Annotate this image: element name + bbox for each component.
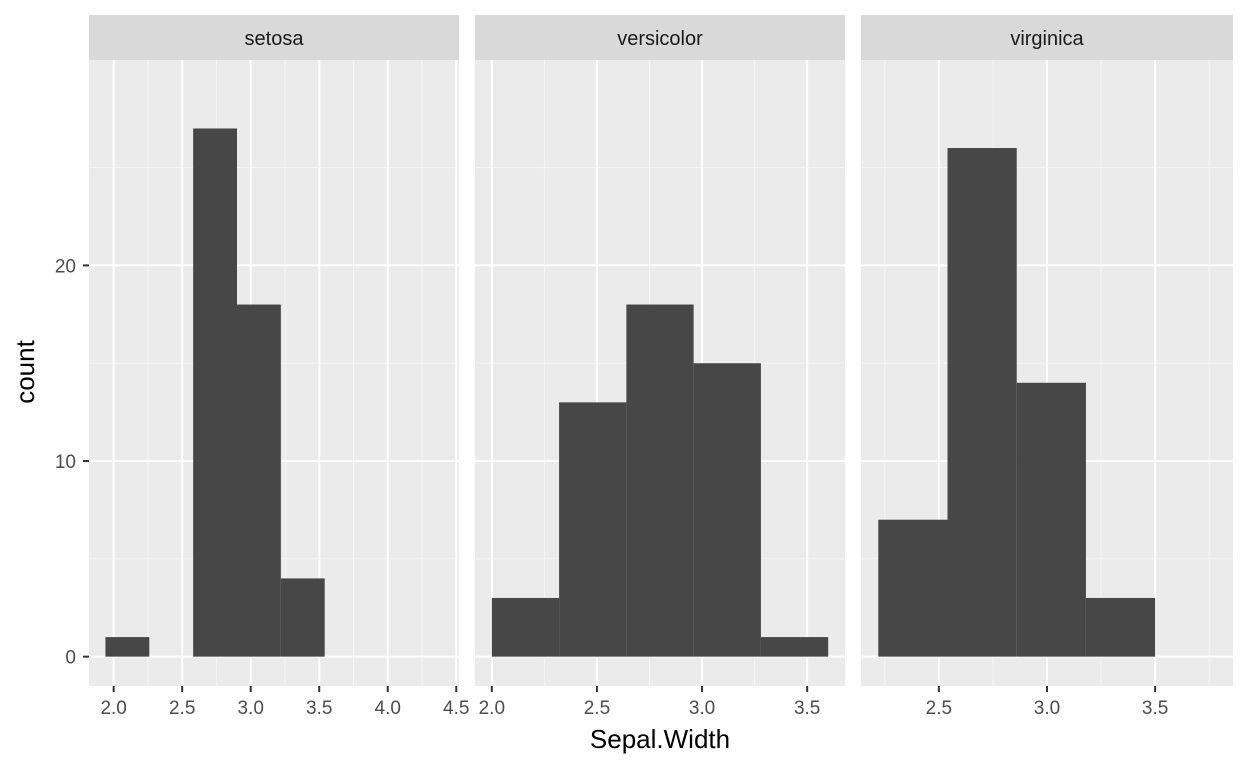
x-tick-label: 4.5 — [443, 698, 469, 719]
histogram-bar — [760, 637, 829, 657]
histogram-bar — [237, 304, 281, 657]
y-axis-title: count — [10, 339, 40, 403]
histogram-bar — [193, 128, 237, 657]
x-tick-label: 3.5 — [306, 698, 332, 719]
facet-strip-label: versicolor — [617, 28, 703, 50]
histogram-bar — [878, 519, 948, 657]
facet-strip-label: setosa — [245, 28, 305, 50]
x-tick-label: 3.5 — [1142, 698, 1168, 719]
facet-strip-label: virginica — [1010, 28, 1084, 50]
histogram-bar — [559, 402, 627, 657]
x-tick-label: 3.0 — [237, 698, 263, 719]
facet-strip — [475, 15, 845, 60]
histogram-bar — [626, 304, 694, 657]
x-tick-label: 2.5 — [584, 698, 610, 719]
panels-layer: setosa 2.0 2.5 3.0 3.5 4.0 4.5 versicolor 2.0 2.5… — [89, 15, 1233, 719]
x-tick-label: 3.0 — [689, 698, 715, 719]
y-tick-label: 20 — [55, 256, 76, 277]
x-tick-label: 2.0 — [479, 698, 505, 719]
histogram-bar — [491, 597, 560, 657]
histogram-bar — [280, 578, 325, 657]
histogram-bar — [693, 363, 761, 657]
y-tick-label: 10 — [55, 452, 76, 473]
x-axis-title: Sepal.Width — [590, 724, 730, 754]
facet-strip — [89, 15, 459, 60]
facet-strip — [861, 15, 1233, 60]
panel-setosa: setosa 2.0 2.5 3.0 3.5 4.0 4.5 — [89, 15, 469, 719]
panel-virginica: virginica 2.5 3.0 3.5 — [861, 15, 1233, 719]
y-tick-label: 0 — [65, 648, 76, 669]
histogram-bar — [947, 148, 1017, 657]
histogram-bar — [1016, 382, 1086, 657]
x-tick-label: 2.0 — [100, 698, 126, 719]
histogram-bar — [105, 637, 150, 657]
x-tick-label: 2.5 — [169, 698, 195, 719]
y-axis: 0 10 20 — [55, 256, 89, 669]
x-tick-label: 4.0 — [375, 698, 401, 719]
x-tick-label: 3.5 — [794, 698, 820, 719]
histogram-bar — [1085, 597, 1156, 657]
panel-versicolor: versicolor 2.0 2.5 3.0 3.5 — [475, 15, 845, 719]
x-tick-label: 2.5 — [926, 698, 952, 719]
x-tick-label: 3.0 — [1034, 698, 1060, 719]
